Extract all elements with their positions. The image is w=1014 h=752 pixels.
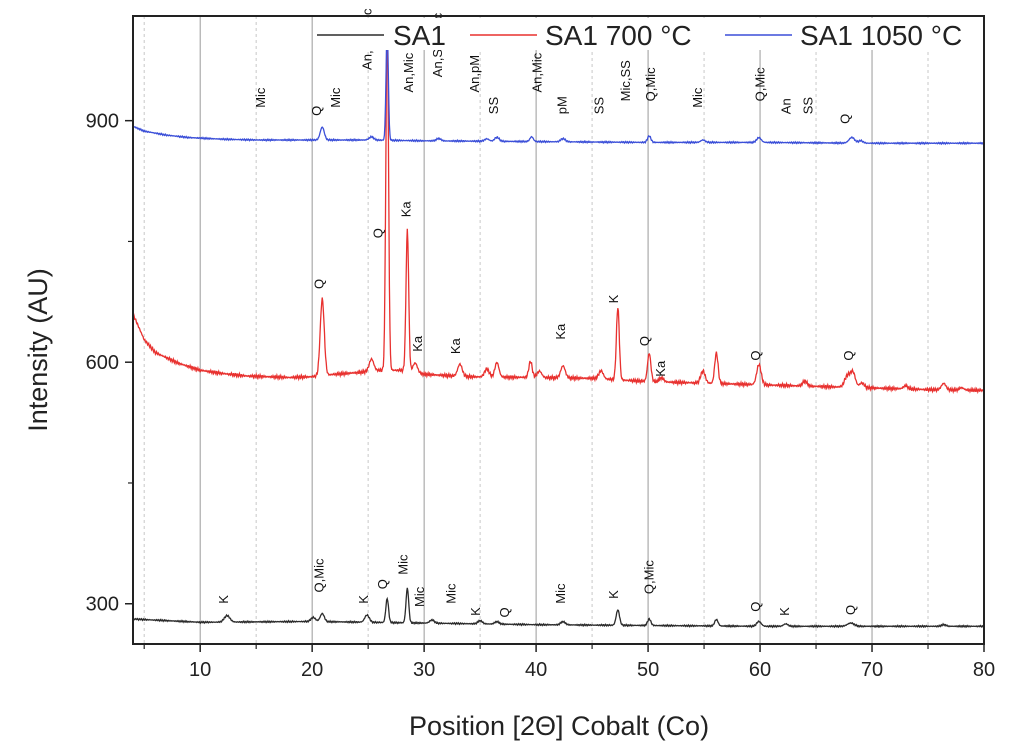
legend-bg-1	[466, 18, 714, 50]
x-tick-label: 40	[525, 659, 547, 681]
legend-bg-2	[721, 18, 969, 50]
peak-label: Ka	[448, 337, 463, 354]
peak-label: Mic	[412, 586, 427, 607]
peak-label: pM	[554, 96, 569, 114]
peak-label: Q	[497, 607, 512, 617]
peak-label: K	[216, 595, 231, 604]
peak-label: SS	[591, 97, 606, 115]
peak-label: Mic	[553, 583, 568, 604]
y-tick-label: 300	[86, 594, 119, 616]
x-tick-label: 30	[413, 659, 435, 681]
peak-label: K	[356, 595, 371, 604]
x-axis-title: Position [2Θ] Cobalt (Co)	[409, 711, 709, 741]
y-tick-label: 600	[86, 352, 119, 374]
peak-label: Mic	[395, 554, 410, 575]
peak-label: Q	[375, 579, 390, 589]
peak-label: Q	[371, 228, 386, 238]
peak-label: Q	[311, 279, 326, 289]
peak-label: Ka	[399, 201, 414, 218]
peak-label: Mic	[690, 87, 705, 108]
series-line-1	[132, 24, 985, 395]
peak-label: K	[606, 294, 621, 303]
peak-label: An,pM	[467, 55, 482, 93]
legend-label-0: SA1	[393, 20, 446, 51]
peak-label: Q	[838, 114, 853, 124]
peak-label: SS	[486, 97, 501, 115]
peak-label: Q	[748, 602, 763, 612]
peak-label: An,Mic	[401, 52, 416, 92]
x-tick-label: 10	[189, 659, 211, 681]
y-tick-label: 900	[86, 111, 119, 133]
peak-label: Q,Mic	[753, 67, 768, 101]
peak-label: An	[778, 98, 793, 114]
peak-label: Q	[843, 605, 858, 615]
x-tick-label: 60	[749, 659, 771, 681]
peak-label: Mic	[253, 87, 268, 108]
x-tick-label: 80	[973, 659, 995, 681]
peak-label: Q,Mic	[643, 67, 658, 101]
series-lines	[132, 24, 985, 629]
peak-label: Mic,SS	[618, 60, 633, 102]
peak-label: K	[468, 607, 483, 616]
legend-bg-0	[313, 18, 457, 50]
peak-label: Mic	[443, 583, 458, 604]
peak-label: Ka	[553, 323, 568, 340]
legend-label-1: SA1 700 °C	[545, 20, 692, 51]
peak-label: SS	[801, 97, 816, 115]
peak-label: Ka	[410, 335, 425, 352]
peak-label: Mic	[328, 87, 343, 108]
peak-label: K	[606, 590, 621, 599]
peak-label: Q,Mic	[311, 558, 326, 592]
legend: SA1 SA1 700 °C SA1 1050 °C	[313, 18, 969, 51]
peak-label: Q	[637, 336, 652, 346]
peak-label: Ka	[653, 360, 668, 377]
peak-label: An,Mic	[530, 52, 545, 92]
series-line-0	[132, 587, 985, 629]
plot-frame	[132, 15, 985, 645]
peak-label: Q	[841, 350, 856, 360]
peak-label: Q	[748, 350, 763, 360]
y-axis-title: Intensity (AU)	[23, 268, 53, 432]
peak-label: Q	[309, 106, 324, 116]
axes: 10 20 30 40 50 60 70 80 300 600 900	[86, 111, 996, 681]
x-tick-label: 20	[301, 659, 323, 681]
legend-label-2: SA1 1050 °C	[800, 20, 962, 51]
grid-lines	[143, 16, 929, 644]
series-line-2	[132, 27, 985, 146]
peak-label: Q,Mic	[642, 560, 657, 594]
x-tick-label: 70	[861, 659, 883, 681]
x-tick-label: 50	[637, 659, 659, 681]
peak-label: K	[777, 607, 792, 616]
